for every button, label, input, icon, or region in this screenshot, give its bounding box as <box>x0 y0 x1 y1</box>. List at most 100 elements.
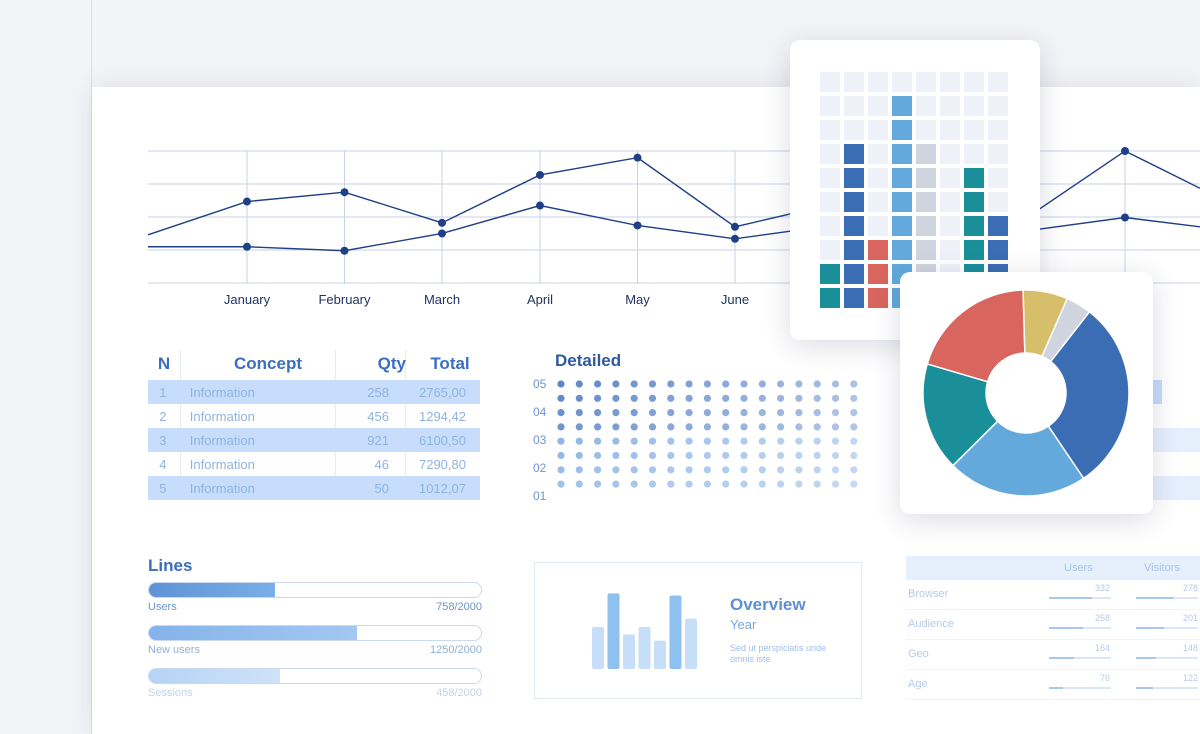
side-strip <box>1150 380 1162 404</box>
heatmap-cell <box>916 96 936 116</box>
progress-track <box>148 668 482 684</box>
col-total: Total <box>430 354 470 373</box>
traffic-users-bar <box>1049 657 1111 659</box>
heatmap-cell <box>844 96 864 116</box>
heatmap-cell <box>940 120 960 140</box>
progress-sessions: Sessions 458/2000 <box>148 668 482 699</box>
overview-bar-chart <box>592 593 697 669</box>
dot-mark <box>795 409 803 417</box>
dot-mark <box>594 394 602 402</box>
dot-mark <box>648 423 657 431</box>
line-point <box>1121 213 1129 222</box>
heatmap-cell <box>964 240 984 260</box>
table-row: 2 Information 456 1294,42 <box>148 404 480 428</box>
heatmap-cell <box>844 264 864 284</box>
overview-bar <box>654 640 666 669</box>
heatmap-cell <box>988 240 1008 260</box>
dot-mark <box>813 380 821 388</box>
heatmap-cell <box>988 192 1008 212</box>
dot-mark <box>777 394 785 402</box>
overview-bar <box>685 618 697 669</box>
dot-mark <box>740 466 748 474</box>
dot-mark <box>777 466 785 474</box>
heatmap-cell <box>916 144 936 164</box>
overview-card: Overview Year Sed ut perspiciatis unde o… <box>534 562 862 699</box>
heatmap-cell <box>940 216 960 236</box>
table-header: N Concept Qty Total <box>148 348 480 380</box>
dot-mark <box>685 409 693 417</box>
heatmap-cell <box>844 168 864 188</box>
heatmap-cell <box>868 288 888 308</box>
dot-mark <box>850 466 858 474</box>
dot-mark <box>575 409 583 417</box>
donut-slice <box>1041 297 1091 363</box>
progress-fill <box>149 626 357 640</box>
x-tick-label: May <box>625 292 650 307</box>
table-cell: 7290,80 <box>418 456 466 472</box>
x-tick-label: March <box>424 292 460 307</box>
traffic-users-bar <box>1049 627 1111 629</box>
table-cell: 5 <box>159 480 167 496</box>
col-qty: Qty <box>377 354 406 373</box>
dot-mark <box>831 466 840 474</box>
heatmap-cell <box>964 168 984 188</box>
heatmap-cell <box>868 96 888 116</box>
table-cell: Information <box>189 408 255 424</box>
traffic-users-bar <box>1049 687 1111 689</box>
line-point <box>340 188 349 197</box>
dot-mark <box>685 394 693 402</box>
sidebar-edge <box>0 0 92 734</box>
table-row: 3 Information 921 6100,50 <box>148 428 480 452</box>
dot-mark <box>575 437 583 445</box>
heatmap-cell <box>940 144 960 164</box>
overview-subtitle: Year <box>730 617 757 632</box>
table-divider <box>180 350 181 500</box>
heatmap-cell <box>844 192 864 212</box>
dot-mark <box>722 423 730 431</box>
dot-mark <box>758 480 766 488</box>
dot-mark <box>557 451 565 460</box>
line-point <box>633 153 642 162</box>
line-point <box>243 197 251 206</box>
pie-card <box>900 272 1153 514</box>
table-cell: 258 <box>367 384 389 400</box>
traffic-users-bar <box>1049 597 1111 599</box>
traffic-users-value: 164 <box>1094 643 1110 653</box>
table-cell: 1 <box>159 384 167 400</box>
dot-mark <box>575 480 583 488</box>
dot-mark <box>594 480 602 488</box>
dot-mark <box>777 423 785 431</box>
dot-mark <box>758 409 766 417</box>
dot-mark <box>703 423 711 431</box>
traffic-visitors-value: 278 <box>1182 583 1198 593</box>
dot-mark <box>740 394 748 402</box>
dot-mark <box>630 480 638 488</box>
dot-mark <box>777 437 785 445</box>
dot-mark <box>831 409 840 417</box>
line-point <box>243 242 251 251</box>
traffic-label: Age <box>908 678 928 690</box>
heatmap-cell <box>940 96 960 116</box>
dot-mark <box>648 451 657 460</box>
dot-mark <box>795 466 803 474</box>
dot-mark <box>557 380 565 388</box>
heatmap-cell <box>844 288 864 308</box>
side-strip <box>1150 476 1200 500</box>
heatmap-cell <box>820 240 840 260</box>
dot-mark <box>557 423 565 431</box>
dot-mark <box>777 451 785 460</box>
heatmap-cell <box>868 192 888 212</box>
dot-mark <box>722 466 730 474</box>
traffic-row: Audience 258 201 <box>906 610 1200 640</box>
dot-y-label: 02 <box>533 461 547 475</box>
dot-y-label: 04 <box>533 405 547 419</box>
dot-mark <box>557 437 565 445</box>
dot-mark <box>813 409 821 417</box>
progress-fill <box>149 583 275 597</box>
dot-mark <box>594 466 602 474</box>
dot-mark <box>722 394 730 402</box>
dot-mark <box>667 409 675 417</box>
progress-value: 1250/2000 <box>430 644 482 656</box>
dot-mark <box>612 480 620 488</box>
overview-bar <box>638 627 651 669</box>
